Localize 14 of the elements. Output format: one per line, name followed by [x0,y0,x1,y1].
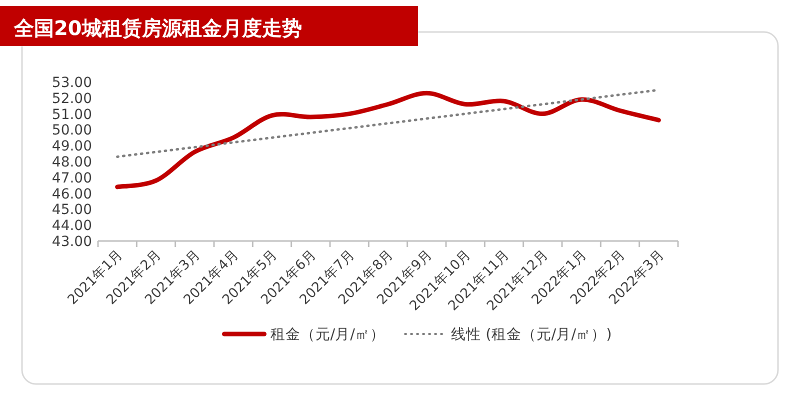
y-tick-label: 50.00 [52,122,92,139]
y-tick-label: 53.00 [52,75,92,91]
chart-title: 全国20城租赁房源租金月度走势 [13,16,302,40]
legend-label: 线性 (租金（元/月/㎡）) [451,326,612,343]
y-tick-label: 44.00 [52,218,92,234]
y-tick-label: 48.00 [52,154,92,170]
y-tick-label: 47.00 [52,170,92,186]
y-tick-label: 46.00 [52,186,92,202]
y-tick-label: 49.00 [52,138,92,155]
y-tick-label: 52.00 [52,90,92,107]
y-tick-label: 51.00 [52,106,92,123]
y-tick-label: 43.00 [52,234,92,250]
legend-label: 租金（元/月/㎡） [270,326,386,343]
y-tick-label: 45.00 [52,202,92,218]
